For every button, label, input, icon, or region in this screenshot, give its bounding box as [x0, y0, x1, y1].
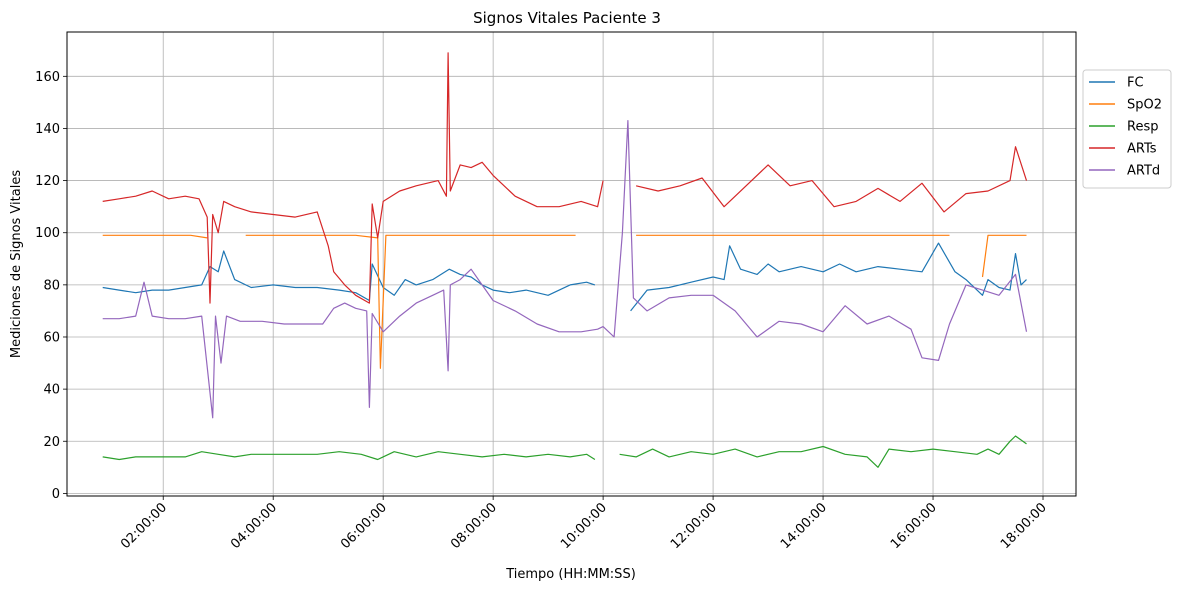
y-tick-label: 100 [35, 226, 60, 241]
x-tick-label: 06:00:00 [338, 500, 390, 552]
legend-label: ARTs [1127, 142, 1157, 157]
chart-title: Signos Vitales Paciente 3 [473, 9, 661, 27]
x-tick-label: 04:00:00 [228, 500, 280, 552]
y-axis-label: Mediciones de Signos Vitales [9, 170, 24, 358]
legend-label: SpO2 [1127, 98, 1162, 113]
x-tick-label: 02:00:00 [118, 500, 170, 552]
series-layer [102, 52, 1028, 468]
x-tick-label: 14:00:00 [778, 500, 830, 552]
x-tick-label: 18:00:00 [998, 500, 1050, 552]
legend: FC SpO2 Resp ARTs ARTd [1082, 69, 1172, 189]
x-axis-label: Tiempo (HH:MM:SS) [505, 567, 636, 582]
y-tick-label: 60 [43, 330, 60, 345]
y-tick-label: 120 [35, 174, 60, 189]
x-tick-label: 16:00:00 [888, 500, 940, 552]
series-line-artd [102, 120, 1028, 419]
y-tick-label: 20 [43, 435, 60, 450]
series-line-fc [102, 242, 1027, 312]
legend-label: ARTd [1127, 164, 1160, 179]
grid-lines [67, 32, 1076, 496]
x-tick-label: 12:00:00 [668, 500, 720, 552]
x-tick-label: 08:00:00 [448, 500, 500, 552]
series-line-spo2 [102, 234, 1027, 369]
x-tick-label: 10:00:00 [558, 500, 610, 552]
y-tick-label: 80 [43, 278, 60, 293]
y-tick-label: 140 [35, 122, 60, 137]
series-line-resp [102, 435, 1027, 468]
plot-area-frame [66, 31, 1077, 497]
legend-box [1082, 69, 1172, 189]
y-tick-label: 0 [52, 487, 60, 502]
axis-ticks: 0 20 40 60 80 100 120 140 160 02:00:00 04:00:00 06:… [35, 70, 1050, 552]
legend-label: Resp [1127, 120, 1158, 135]
y-tick-label: 160 [35, 70, 60, 85]
series-line-arts [102, 52, 1028, 304]
y-tick-label: 40 [43, 383, 60, 398]
legend-label: FC [1127, 76, 1144, 91]
